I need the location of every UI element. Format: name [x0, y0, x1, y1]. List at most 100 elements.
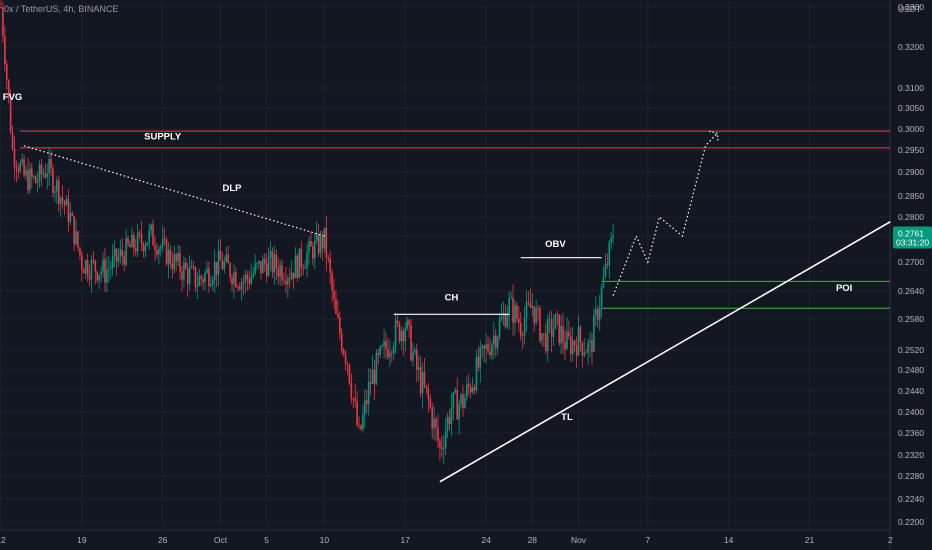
candle-body: [252, 273, 254, 277]
candle-body: [406, 320, 408, 329]
candle-body: [69, 212, 72, 223]
y-tick-label: 0.2200: [898, 517, 924, 527]
candle-body: [377, 352, 380, 355]
candle-body: [231, 277, 233, 285]
candle: [127, 235, 129, 248]
candle: [159, 244, 162, 257]
candle: [262, 254, 264, 274]
candle: [566, 317, 568, 351]
candle-body: [4, 36, 6, 65]
candle-body: [425, 385, 428, 389]
candle: [198, 268, 201, 287]
candle-body: [136, 232, 139, 252]
candle: [342, 347, 345, 357]
candle-body: [213, 261, 216, 281]
candle: [56, 176, 58, 205]
candle-body: [156, 250, 158, 255]
candle-body: [552, 329, 555, 338]
candle-body: [240, 282, 243, 290]
candle: [294, 247, 297, 279]
candle-body: [608, 242, 611, 266]
x-tick-label: 28: [528, 535, 538, 545]
candle-body: [200, 276, 202, 280]
candle-body: [131, 234, 133, 248]
candle: [512, 284, 514, 337]
candle: [396, 315, 399, 328]
candle-body: [67, 198, 70, 223]
candle-body: [581, 342, 584, 356]
candle: [138, 230, 141, 239]
candle: [546, 314, 549, 362]
candle: [221, 252, 224, 271]
candle: [458, 399, 460, 435]
candle-body: [410, 325, 412, 361]
candle-body: [464, 397, 466, 409]
candle: [602, 265, 605, 289]
candle-body: [556, 313, 559, 315]
candle: [100, 266, 102, 283]
candle: [313, 232, 316, 270]
candle: [591, 332, 593, 366]
candle-body: [229, 263, 231, 278]
candle-body: [521, 335, 524, 337]
candle-body: [529, 302, 532, 308]
candle: [179, 245, 181, 280]
candle: [333, 278, 335, 310]
candle: [596, 305, 599, 328]
y-tick-label: 0.3050: [898, 103, 924, 113]
candle-body: [175, 254, 177, 262]
candle: [23, 154, 25, 178]
candle-body: [489, 351, 491, 356]
candle-body: [90, 259, 93, 280]
candle: [344, 350, 347, 371]
candle-body: [564, 342, 566, 349]
candle-body: [233, 272, 235, 285]
candle-body: [38, 164, 41, 182]
candle-body: [88, 275, 91, 280]
candle: [0, 0, 2, 9]
candle-body: [570, 336, 572, 354]
candle: [510, 291, 512, 300]
candle: [185, 257, 187, 270]
x-tick-label: 12: [0, 535, 6, 545]
candle-body: [109, 268, 112, 269]
candle-body: [248, 279, 251, 284]
candle-body: [323, 227, 326, 249]
candle-body: [263, 259, 266, 264]
candle-body: [491, 344, 493, 356]
candle: [109, 260, 112, 280]
candle-body: [494, 335, 497, 349]
candle-body: [165, 239, 168, 265]
candle: [466, 376, 468, 402]
candle: [519, 312, 522, 341]
candle-body: [356, 401, 358, 426]
candle: [550, 310, 553, 353]
candle-body: [288, 278, 291, 280]
candle-body: [360, 425, 362, 430]
x-tick-label: 19: [77, 535, 87, 545]
candle: [275, 249, 278, 280]
candle-body: [427, 388, 430, 399]
candle-body: [416, 349, 418, 370]
candle: [541, 333, 543, 347]
candle-body: [86, 260, 89, 276]
candle-body: [65, 198, 68, 206]
label-ch: CH: [445, 292, 459, 303]
candle: [417, 355, 420, 381]
x-tick-label: 10: [320, 535, 330, 545]
candle: [504, 304, 507, 329]
candle: [379, 344, 382, 358]
y-tick-label: 0.2900: [898, 167, 924, 177]
candle-body: [442, 448, 445, 450]
candle: [54, 185, 56, 202]
candle-body: [294, 255, 297, 279]
candle: [211, 275, 214, 291]
candle-body: [308, 240, 310, 253]
label-tl: TL: [561, 412, 573, 423]
countdown: 03:31:20: [896, 238, 929, 248]
candle-body: [504, 313, 507, 327]
candle: [154, 235, 156, 262]
candle: [133, 232, 135, 258]
candle: [339, 311, 341, 340]
